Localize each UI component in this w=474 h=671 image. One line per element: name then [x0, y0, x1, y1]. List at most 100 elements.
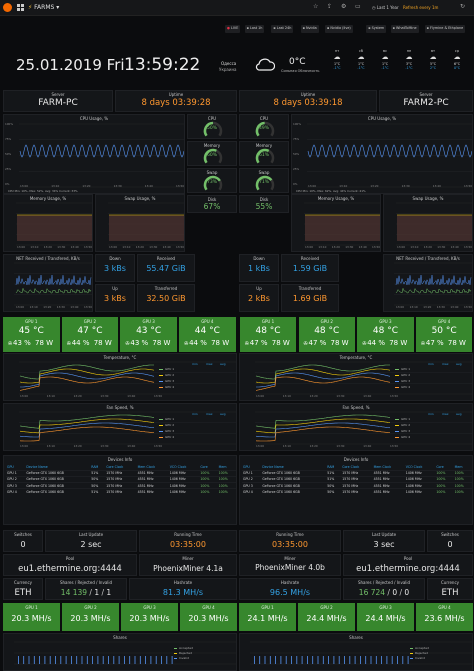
monitor-icon[interactable]: ▭ [355, 3, 361, 10]
table-row: GPU 1 GeForce GTX 1060 6GB 51% 1570 MHz 4551… [242, 469, 472, 477]
forecast-day-name: пн [406, 49, 412, 53]
tab-live[interactable]: ● LIVE [225, 25, 241, 33]
column-header[interactable]: Mem Clock [137, 464, 156, 469]
time-tick: 13:50 [154, 444, 163, 448]
gauge-memory: Memory 60% [187, 141, 237, 166]
refresh-icon[interactable]: ↻ [460, 3, 466, 10]
uptime-label: Uptime [168, 92, 184, 97]
forecast-day: вт ☁ 5°C 2°C [422, 49, 444, 83]
tab-nvidia-live-[interactable]: ▪ Nvidia (live) [325, 25, 353, 33]
forecast: пт ☁ 1°C -1°C сб ☁ 1°C -1°C вс ☁ 1°C -1°C пн ☁ 3°C -1°C… [326, 49, 472, 83]
gear-icon[interactable]: ⚙ [341, 3, 347, 10]
forecast-day: пт ☁ 1°C -1°C [326, 49, 348, 83]
legend-swatch [395, 381, 399, 382]
legend-series[interactable]: GPU 3 [401, 429, 411, 433]
last-update-panel: Last Update 2 sec [45, 530, 137, 552]
column-header[interactable]: Mem [454, 464, 463, 469]
time-tick: 13:50 [464, 245, 473, 249]
y-tick: 75% [293, 137, 300, 141]
legend-series[interactable]: GPU 2 [165, 423, 175, 427]
cpu-usage-graph: CPU Usage, % 100% 75% 50% 25% 0% 13:00 13:10 13:… [3, 114, 185, 194]
legend-series[interactable]: GPU 2 [401, 423, 411, 427]
legend-series[interactable]: GPU 4 [165, 435, 175, 439]
tab-flymine-ethplane[interactable]: ▪ Flymine & Ethplane [424, 25, 466, 33]
gauge-label: Swap [206, 170, 218, 175]
column-header[interactable]: GPU [7, 464, 14, 469]
table-cell: GPU 3 [6, 482, 26, 489]
legend-series[interactable]: Rejected [415, 651, 429, 655]
legend-series[interactable]: GPU 4 [401, 435, 411, 439]
gpu-power: 78 W [211, 339, 230, 347]
column-header[interactable]: Mem [218, 464, 227, 469]
breadcrumb[interactable]: ⚡ FARMS ▾ [28, 4, 60, 11]
legend-series[interactable]: Invalid [415, 656, 425, 660]
column-header[interactable]: Core [436, 464, 444, 469]
column-header[interactable]: Device Name [26, 464, 48, 469]
link-icon: ▪ [426, 26, 430, 30]
column-header[interactable]: Core Clock [342, 464, 360, 469]
gpu-hash-label: GPU 1 [261, 605, 274, 610]
legend-series[interactable]: Accepted [179, 646, 193, 650]
time-range-picker[interactable]: ◷ Last 1 Year [372, 5, 399, 10]
time-tick: 13:40 [144, 184, 153, 188]
gpu-tile: GPU 3 43 °C ✇ 43 % 78 W [120, 317, 177, 352]
time-tick: 13:50 [176, 184, 185, 188]
column-header[interactable]: RAM [327, 464, 335, 469]
legend-series[interactable]: Rejected [179, 651, 193, 655]
gpu-temp: 48 °C [372, 326, 398, 336]
legend-header: max [442, 412, 449, 416]
share-icon[interactable]: ⇪ [327, 3, 333, 10]
table-row: GPU 4 GeForce GTX 1060 6GB 51% 1570 MHz 4551… [6, 488, 236, 495]
column-header[interactable]: Device Name [262, 464, 284, 469]
tab-nvidia[interactable]: ▪ Nvidia [300, 25, 319, 33]
column-header[interactable]: RAM [91, 464, 99, 469]
tab-system[interactable]: ▪ System [366, 25, 387, 33]
table-cell: 100% [199, 469, 218, 477]
legend-series[interactable]: GPU 4 [401, 385, 411, 389]
server-name: FARM-PC [38, 98, 78, 108]
time-tick: 13:30 [113, 184, 122, 188]
cpu-graph-title: CPU Usage, % [367, 116, 397, 121]
legend-swatch [395, 425, 399, 426]
legend-swatch [159, 375, 163, 376]
legend-series[interactable]: Accepted [415, 646, 429, 650]
refresh-picker[interactable]: Refresh every 1m [403, 5, 439, 10]
legend-series[interactable]: GPU 3 [165, 379, 175, 383]
column-header[interactable]: VCO Clock [405, 464, 423, 469]
legend-series[interactable]: GPU 1 [401, 367, 411, 371]
time-tick: 13:50 [154, 394, 163, 398]
legend-series[interactable]: Invalid [179, 656, 189, 660]
tab-last-24h[interactable]: ▪ Last 24h [271, 25, 294, 33]
column-header[interactable]: Core [200, 464, 208, 469]
legend-series[interactable]: GPU 1 [165, 367, 175, 371]
tab-last-1h[interactable]: ▪ Last 1h [244, 25, 265, 33]
column-header[interactable]: Mem Clock [373, 464, 392, 469]
column-header[interactable]: Core Clock [106, 464, 124, 469]
legend-series[interactable]: GPU 4 [165, 385, 175, 389]
legend-series[interactable]: GPU 3 [401, 379, 411, 383]
legend-swatch [410, 648, 413, 649]
transferred-panel-value: 1.69 GiB [292, 294, 328, 303]
table-cell: 100% [453, 488, 472, 495]
legend-series[interactable]: GPU 1 [165, 417, 175, 421]
cpu-legend: CPU Min: 10%, Max: 62%, Avg: 44% Current… [296, 189, 366, 193]
time-tick: 13:40 [450, 305, 459, 309]
column-header[interactable]: GPU [243, 464, 250, 469]
legend-series[interactable]: GPU 2 [165, 373, 175, 377]
legend-header: min [428, 412, 434, 416]
uptime-panel: Uptime 8 days 03:39:28 [115, 90, 237, 112]
transferred-panel-value: 32.50 GiB [146, 294, 186, 303]
legend-series[interactable]: GPU 1 [401, 417, 411, 421]
column-header[interactable]: VCO Clock [169, 464, 187, 469]
gpu-hashrate-panel: GPU 4 23.6 MH/s [416, 603, 473, 631]
tab-whattomine[interactable]: ▪ WhatToMine [390, 25, 419, 33]
star-icon[interactable]: ☆ [313, 3, 319, 10]
country-label: Украина [219, 67, 237, 72]
apps-icon[interactable] [17, 4, 24, 11]
legend-series[interactable]: GPU 3 [165, 429, 175, 433]
hashrate-panel-label: Hashrate [280, 580, 300, 585]
gpu-tile: GPU 4 44 °C ✇ 44 % 78 W [179, 317, 236, 352]
forecast-day-name: ср [454, 49, 460, 53]
grafana-logo-icon[interactable] [3, 3, 12, 12]
legend-series[interactable]: GPU 2 [401, 373, 411, 377]
